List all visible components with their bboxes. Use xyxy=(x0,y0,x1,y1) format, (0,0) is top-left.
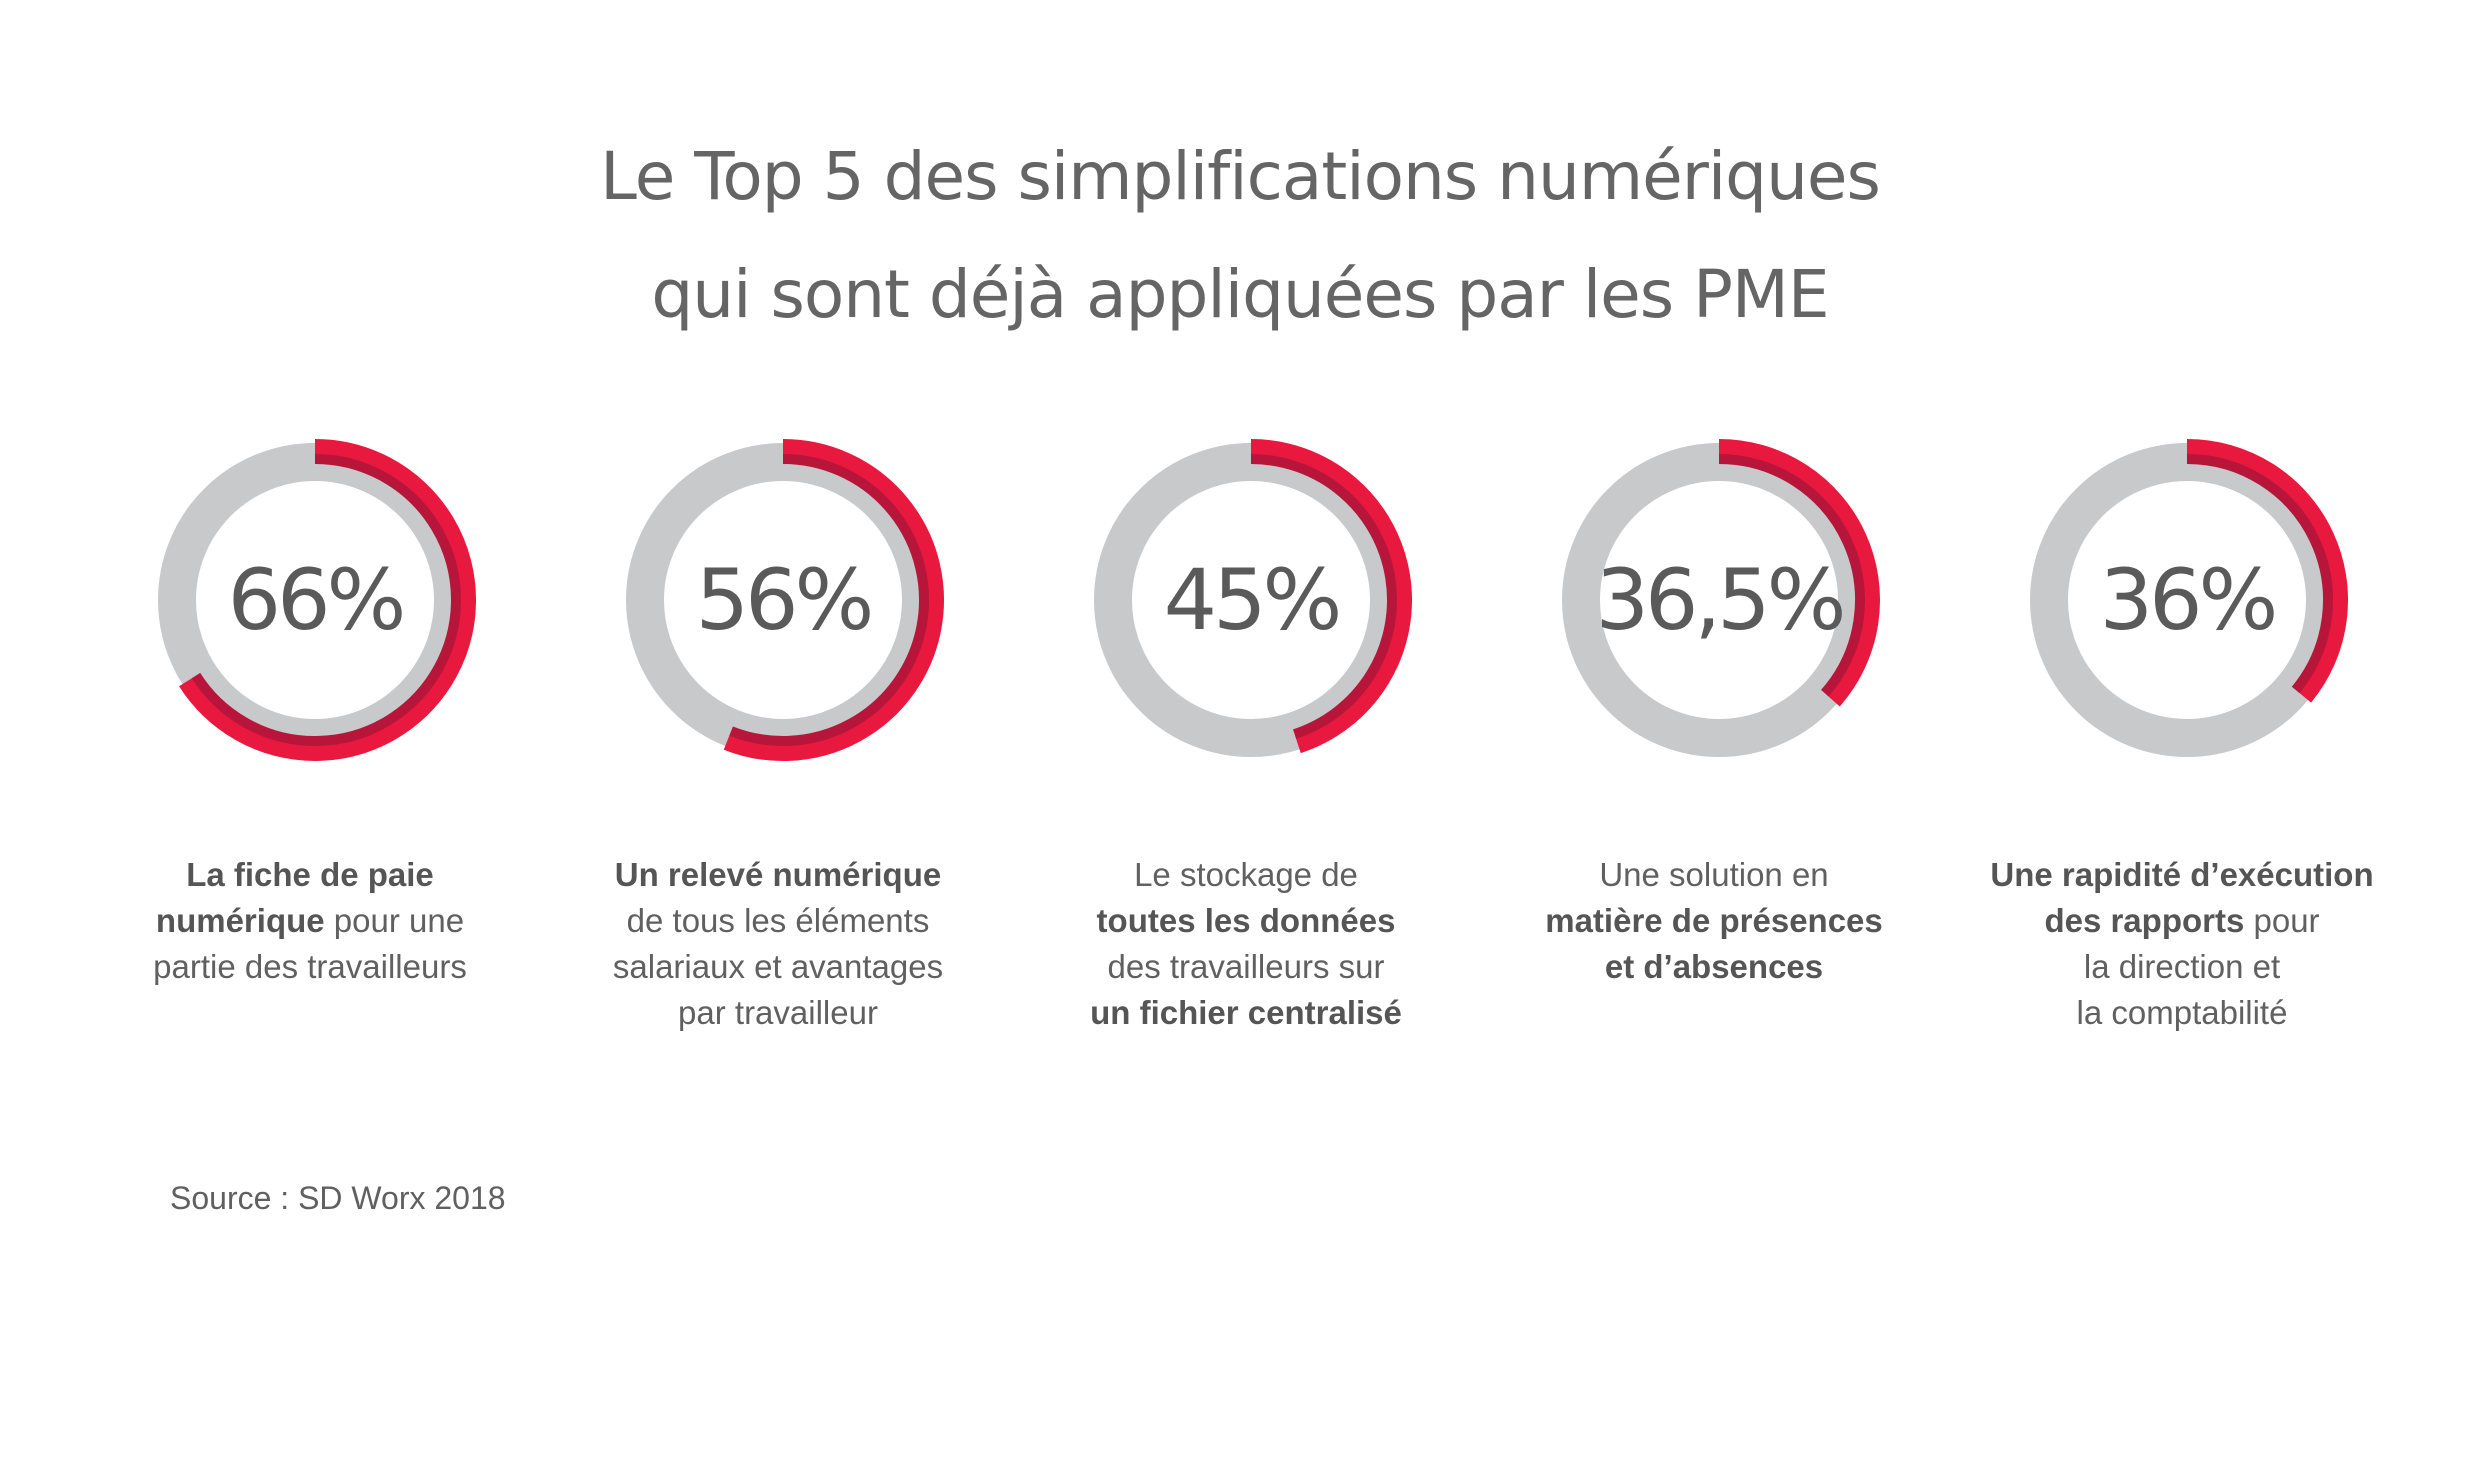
donut-value-arc xyxy=(179,439,476,761)
donut-value-arc-inner xyxy=(191,454,461,746)
description-text: de tous les éléments xyxy=(626,902,930,939)
description-text: Une solution en xyxy=(1599,856,1829,893)
description-bold-text: et d’absences xyxy=(1604,948,1824,985)
description-line: un fichier centralisé xyxy=(1011,990,1481,1036)
description-bold-text: un fichier centralisé xyxy=(1090,994,1402,1031)
description-bold-text: matière de présences xyxy=(1545,902,1883,939)
description-text: la comptabilité xyxy=(2076,994,2288,1031)
description-line: des rapports pour xyxy=(1947,898,2417,944)
donut-svg xyxy=(158,439,476,761)
donut-value-arc xyxy=(1250,439,1412,754)
description-line: par travailleur xyxy=(543,990,1013,1036)
description-line: des travailleurs sur xyxy=(1011,944,1481,990)
description-bold-text: Un relevé numérique xyxy=(614,856,942,893)
donut-percent-label: 36,5% xyxy=(1595,551,1847,649)
description-text: partie des travailleurs xyxy=(153,948,467,985)
description-bold-text: toutes les données xyxy=(1096,902,1396,939)
donut-description: La fiche de paie numérique pour une partie… xyxy=(75,852,545,990)
description-text: pour xyxy=(2244,902,2320,939)
description-line: et d’absences xyxy=(1479,944,1949,990)
description-line: partie des travailleurs xyxy=(75,944,545,990)
description-line: de tous les éléments xyxy=(543,898,1013,944)
donut-svg xyxy=(626,439,944,761)
donut-percent-label: 56% xyxy=(695,551,875,649)
description-line: la comptabilité xyxy=(1947,990,2417,1036)
donut-percent-label: 45% xyxy=(1163,551,1343,649)
description-line: salariaux et avantages xyxy=(543,944,1013,990)
description-text: salariaux et avantages xyxy=(612,948,944,985)
description-line: La fiche de paie xyxy=(75,852,545,898)
description-line: numérique pour une xyxy=(75,898,545,944)
donut-value-arc xyxy=(1718,439,1880,707)
description-line: Un relevé numérique xyxy=(543,852,1013,898)
description-line: toutes les données xyxy=(1011,898,1481,944)
description-bold-text: La fiche de paie xyxy=(186,856,434,893)
description-bold-text: numérique xyxy=(155,902,325,939)
description-line: Le stockage de xyxy=(1011,852,1481,898)
chart-title-line-1: Le Top 5 des simplifications numériques xyxy=(600,138,1881,215)
donut-chart: 66% xyxy=(145,430,485,770)
donut-description: Le stockage de toutes les données des trav… xyxy=(1011,852,1481,1036)
donut-description: Une solution en matière de présences et d’… xyxy=(1479,852,1949,990)
donut-svg xyxy=(1094,439,1412,757)
source-note: Source : SD Worx 2018 xyxy=(170,1180,506,1216)
donut-svg xyxy=(2030,439,2348,757)
donut-value-arc-inner xyxy=(729,454,929,746)
donut-chart: 45% xyxy=(1081,430,1421,770)
donut-value-arc-inner xyxy=(1250,454,1397,739)
description-text: Le stockage de xyxy=(1134,856,1358,893)
description-text: par travailleur xyxy=(678,994,878,1031)
donut-chart: 36% xyxy=(2017,430,2357,770)
description-bold-text: Une rapidité d’exécution xyxy=(1990,856,2374,893)
description-text: la direction et xyxy=(2083,948,2281,985)
donut-value-arc xyxy=(2186,439,2348,703)
description-text: des travailleurs sur xyxy=(1107,948,1385,985)
donut-chart: 36,5% xyxy=(1549,430,1889,770)
chart-title: Le Top 5 des simplifications numériques … xyxy=(0,118,2480,354)
donut-value-arc-inner xyxy=(2186,454,2333,694)
donut-value-arc xyxy=(723,439,944,761)
donut-percent-label: 66% xyxy=(227,551,407,649)
donut-percent-label: 36% xyxy=(2099,551,2279,649)
donut-chart: 56% xyxy=(613,430,953,770)
description-bold-text: des rapports xyxy=(2044,902,2245,939)
description-line: matière de présences xyxy=(1479,898,1949,944)
description-line: la direction et xyxy=(1947,944,2417,990)
donut-svg xyxy=(1562,439,1880,757)
donut-description: Un relevé numérique de tous les éléments s… xyxy=(543,852,1013,1036)
description-line: Une rapidité d’exécution xyxy=(1947,852,2417,898)
description-text: pour une xyxy=(324,902,465,939)
chart-title-line-2: qui sont déjà appliquées par les PME xyxy=(651,256,1829,333)
description-line: Une solution en xyxy=(1479,852,1949,898)
donut-description: Une rapidité d’exécution des rapports pou… xyxy=(1947,852,2417,1036)
donut-value-arc-inner xyxy=(1718,454,1865,697)
